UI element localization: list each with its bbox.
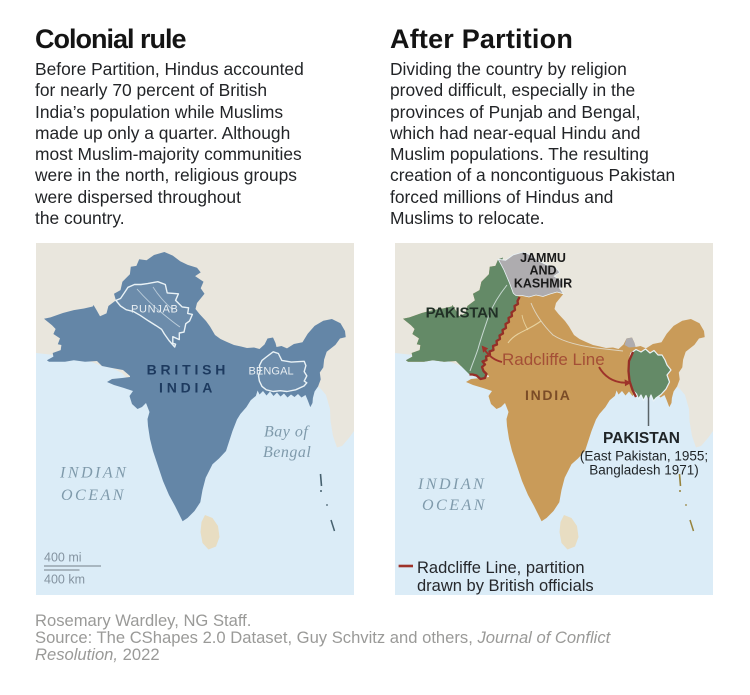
svg-text:KASHMIR: KASHMIR xyxy=(514,277,572,291)
svg-text:(East Pakistan, 1955;: (East Pakistan, 1955; xyxy=(580,449,708,464)
svg-text:PAKISTAN: PAKISTAN xyxy=(603,430,680,447)
svg-text:Radcliffe Line, partition: Radcliffe Line, partition xyxy=(417,559,585,577)
svg-text:Bay of: Bay of xyxy=(264,424,310,441)
svg-text:INDIAN: INDIAN xyxy=(417,476,486,493)
svg-text:Bengal: Bengal xyxy=(263,444,311,461)
svg-text:drawn by British officials: drawn by British officials xyxy=(417,577,594,595)
svg-text:Bangladesh 1971): Bangladesh 1971) xyxy=(589,463,699,478)
svg-text:OCEAN: OCEAN xyxy=(61,487,126,504)
svg-text:Radcliffe Line: Radcliffe Line xyxy=(502,350,605,369)
svg-text:INDIAN: INDIAN xyxy=(59,465,128,482)
svg-text:400 km: 400 km xyxy=(44,573,85,587)
svg-text:BENGAL: BENGAL xyxy=(249,366,294,378)
svg-text:PAKISTAN: PAKISTAN xyxy=(426,305,499,322)
svg-text:INDIA: INDIA xyxy=(525,387,572,403)
svg-text:400 mi: 400 mi xyxy=(44,551,82,565)
svg-text:OCEAN: OCEAN xyxy=(422,497,487,514)
svg-text:AND: AND xyxy=(529,264,556,278)
svg-text:PUNJAB: PUNJAB xyxy=(131,304,179,316)
svg-text:JAMMU: JAMMU xyxy=(520,251,566,265)
svg-text:INDIA: INDIA xyxy=(159,380,216,396)
svg-text:BRITISH: BRITISH xyxy=(147,362,230,378)
